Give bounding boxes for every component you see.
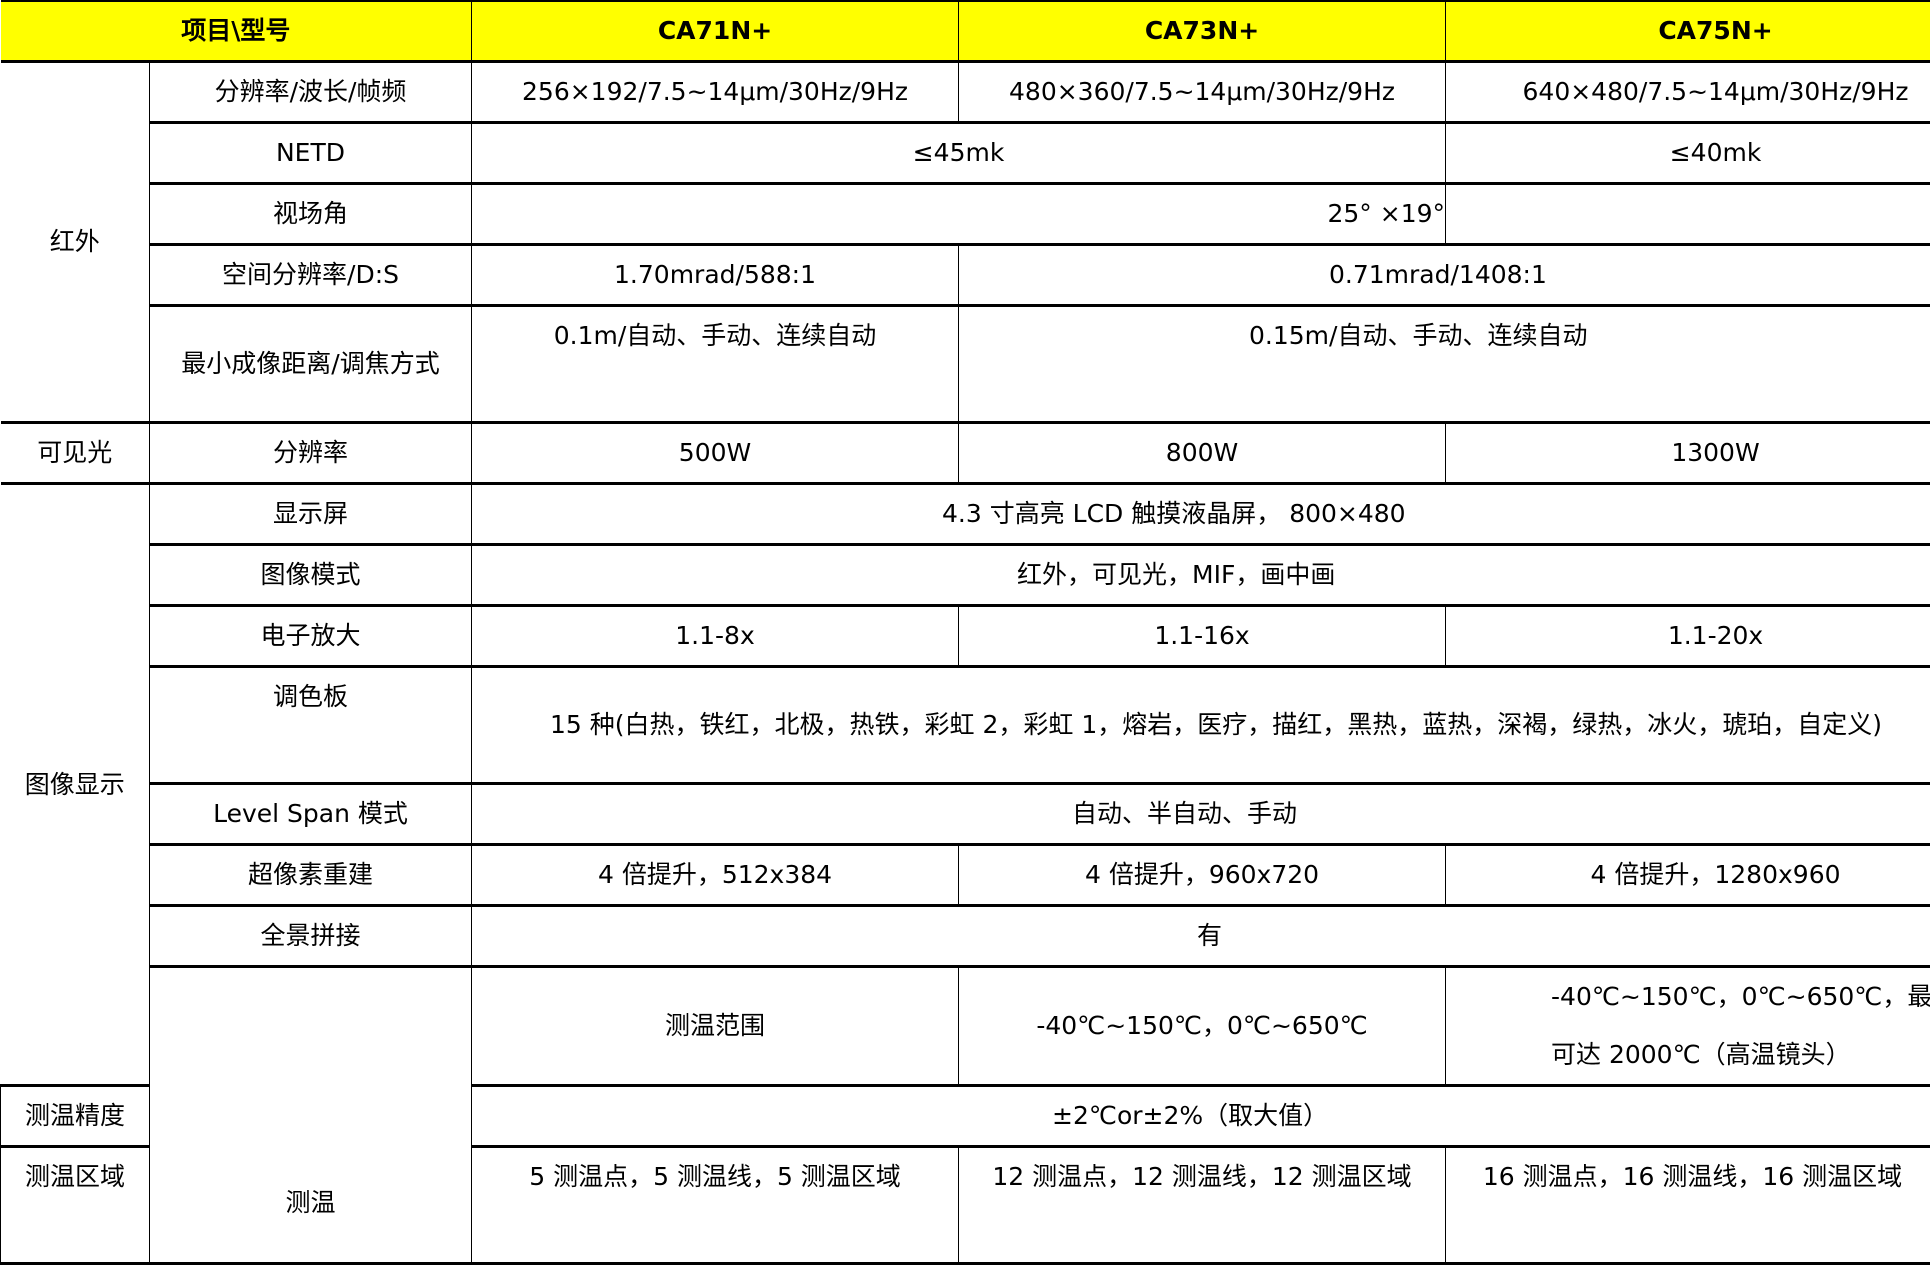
row-label: NETD (150, 123, 472, 184)
table-row: 测温 测温范围 -40℃~150℃，0℃~650℃ -40℃~150℃，0℃~6… (1, 967, 1930, 1086)
row-label: 超像素重建 (150, 845, 472, 906)
cell: 红外，可见光，MIF，画中画 (472, 545, 1930, 606)
row-label: 全景拼接 (150, 906, 472, 967)
table-row: 调色板 15 种(白热，铁红，北极，热铁，彩虹 2，彩虹 1，熔岩，医疗，描红，… (1, 667, 1930, 784)
table-row: 超像素重建 4 倍提升，512x384 4 倍提升，960x720 4 倍提升，… (1, 845, 1930, 906)
header-model-1: CA71N+ (472, 1, 959, 62)
cell: 1.70mrad/588:1 (472, 245, 959, 306)
header-item-model: 项目\型号 (1, 1, 472, 62)
cell: 25° ×19° (472, 184, 1446, 245)
cell-empty (1446, 184, 1930, 245)
row-label: Level Span 模式 (150, 784, 472, 845)
row-label: 电子放大 (150, 606, 472, 667)
header-row: 项目\型号 CA71N+ CA73N+ CA75N+ (1, 1, 1930, 62)
cell: ≤45mk (472, 123, 1446, 184)
table-row: 图像模式 红外，可见光，MIF，画中画 (1, 545, 1930, 606)
table-row: 视场角 25° ×19° (1, 184, 1930, 245)
table-row: 图像显示 显示屏 4.3 寸高亮 LCD 触摸液晶屏， 800×480 (1, 484, 1930, 545)
group-measure: 测温 (150, 967, 472, 1264)
row-label: 测温精度 (1, 1086, 150, 1147)
table-row: 最小成像距离/调焦方式 0.1m/自动、手动、连续自动 0.15m/自动、手动、… (1, 306, 1930, 423)
cell: -40℃~150℃，0℃~650℃，最高可达 2000℃（高温镜头） (1446, 967, 1930, 1086)
group-visible: 可见光 (1, 423, 150, 484)
table-row: 可见光 分辨率 500W 800W 1300W (1, 423, 1930, 484)
cell: ±2℃or±2%（取大值） (472, 1086, 1930, 1147)
cell: 800W (959, 423, 1446, 484)
table-row: Level Span 模式 自动、半自动、手动 (1, 784, 1930, 845)
row-label: 视场角 (150, 184, 472, 245)
cell: 0.1m/自动、手动、连续自动 (472, 306, 959, 423)
cell: 640×480/7.5~14μm/30Hz/9Hz (1446, 62, 1930, 123)
row-label: 测温范围 (472, 967, 959, 1086)
row-label: 图像模式 (150, 545, 472, 606)
cell: 15 种(白热，铁红，北极，热铁，彩虹 2，彩虹 1，熔岩，医疗，描红，黑热，蓝… (472, 667, 1930, 784)
table-row: NETD ≤45mk ≤40mk (1, 123, 1930, 184)
table-row: 空间分辨率/D:S 1.70mrad/588:1 0.71mrad/1408:1 (1, 245, 1930, 306)
row-label: 调色板 (150, 667, 472, 784)
cell: 4 倍提升，1280x960 (1446, 845, 1930, 906)
cell: 4 倍提升，512x384 (472, 845, 959, 906)
cell: 256×192/7.5~14μm/30Hz/9Hz (472, 62, 959, 123)
row-label: 最小成像距离/调焦方式 (150, 306, 472, 423)
cell: 5 测温点，5 测温线，5 测温区域 (472, 1147, 959, 1264)
row-label: 空间分辨率/D:S (150, 245, 472, 306)
cell: ≤40mk (1446, 123, 1930, 184)
cell: 1.1-8x (472, 606, 959, 667)
group-display: 图像显示 (1, 484, 150, 1086)
cell: 12 测温点，12 测温线，12 测温区域 (959, 1147, 1446, 1264)
table-row: 红外 分辨率/波长/帧频 256×192/7.5~14μm/30Hz/9Hz 4… (1, 62, 1930, 123)
cell: 1.1-16x (959, 606, 1446, 667)
row-label: 测温区域 (1, 1147, 150, 1264)
row-label: 分辨率 (150, 423, 472, 484)
cell: 1.1-20x (1446, 606, 1930, 667)
cell: 480×360/7.5~14μm/30Hz/9Hz (959, 62, 1446, 123)
table-row: 电子放大 1.1-8x 1.1-16x 1.1-20x (1, 606, 1930, 667)
cell: 4.3 寸高亮 LCD 触摸液晶屏， 800×480 (472, 484, 1930, 545)
cell: -40℃~150℃，0℃~650℃ (959, 967, 1446, 1086)
cell: 自动、半自动、手动 (472, 784, 1930, 845)
row-label: 显示屏 (150, 484, 472, 545)
cell: 16 测温点，16 测温线，16 测温区域 (1446, 1147, 1930, 1264)
header-model-2: CA73N+ (959, 1, 1446, 62)
cell: 4 倍提升，960x720 (959, 845, 1446, 906)
cell: 有 (472, 906, 1930, 967)
cell: 0.71mrad/1408:1 (959, 245, 1930, 306)
table-row: 全景拼接 有 (1, 906, 1930, 967)
cell: 1300W (1446, 423, 1930, 484)
header-model-3: CA75N+ (1446, 1, 1930, 62)
row-label: 分辨率/波长/帧频 (150, 62, 472, 123)
group-infrared: 红外 (1, 62, 150, 423)
cell: 0.15m/自动、手动、连续自动 (959, 306, 1930, 423)
cell: 500W (472, 423, 959, 484)
